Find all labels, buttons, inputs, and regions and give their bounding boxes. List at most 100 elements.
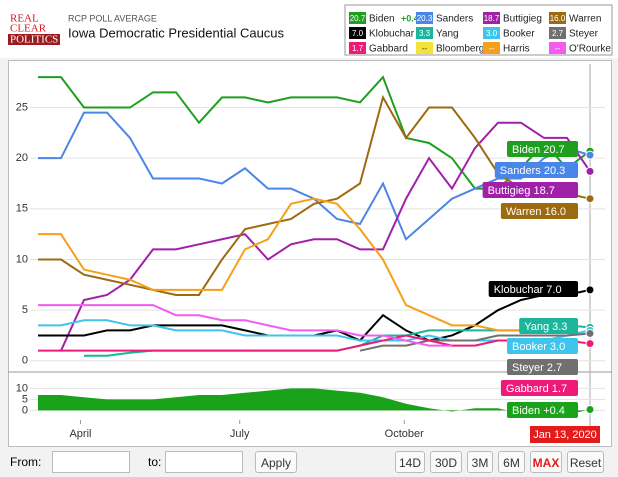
legend-label: Yang: [436, 29, 459, 40]
reset-button[interactable]: Reset: [567, 451, 604, 473]
legend-label: Steyer: [569, 29, 599, 40]
tag-value: 18.7: [533, 185, 554, 197]
tag-name: Warren: [506, 206, 542, 218]
y-tick-label: 20: [16, 152, 28, 164]
legend-value: 3.0: [486, 29, 498, 38]
legend-swatch: [349, 42, 366, 54]
tag-name: Sanders: [500, 165, 541, 177]
range-button[interactable]: 30D: [430, 451, 462, 473]
end-tag: [507, 359, 578, 375]
end-tag: [507, 141, 578, 157]
date-box: [530, 426, 600, 443]
legend-swatch: [483, 12, 500, 24]
end-tag: [488, 281, 578, 297]
series-line: [60, 121, 591, 352]
end-tag-text: Yang 3.3: [524, 321, 567, 333]
end-tag: [482, 182, 578, 198]
tag-name: Klobuchar: [494, 284, 544, 296]
legend-value: 1.7: [352, 44, 364, 53]
legend-swatch: [483, 27, 500, 39]
tag-value: +0.4: [543, 405, 565, 417]
end-dot: [585, 405, 595, 415]
tag-name: Biden: [512, 144, 540, 156]
tag-value: 7.0: [546, 284, 561, 296]
end-tag-text: Biden +0.4: [512, 405, 565, 417]
end-tag-text: Warren 16.0: [506, 206, 566, 218]
legend-value: 20.7: [350, 14, 366, 23]
legend-swatch: [483, 42, 500, 54]
tag-value: 2.7: [547, 362, 562, 374]
end-tag-text: Klobuchar 7.0: [494, 284, 562, 296]
legend-value: 2.7: [552, 29, 564, 38]
end-tag-text: Sanders 20.3: [500, 165, 565, 177]
legend-label: Harris: [503, 44, 530, 55]
legend-label: Booker: [503, 29, 535, 40]
end-tag: [500, 380, 578, 396]
tag-value: 3.3: [552, 321, 567, 333]
legend-swatch: [549, 42, 566, 54]
tag-value: 20.7: [543, 144, 564, 156]
legend-label: Sanders: [436, 14, 473, 25]
tag-name: Yang: [524, 321, 549, 333]
end-tag-text: Steyer 2.7: [512, 362, 562, 374]
tag-value: 16.0: [545, 206, 566, 218]
end-tag-text: Gabbard 1.7: [506, 383, 567, 395]
range-button[interactable]: 3M: [467, 451, 493, 473]
end-tag-text: Biden 20.7: [512, 144, 565, 156]
legend-label: Bloomberg: [436, 44, 484, 55]
tag-name: Steyer: [512, 362, 544, 374]
to-input[interactable]: [165, 451, 243, 473]
legend-swatch: [416, 42, 433, 54]
legend-swatch: [416, 12, 433, 24]
legend-value: 20.3: [417, 14, 433, 23]
legend: [344, 4, 613, 56]
end-dot: [585, 285, 595, 295]
end-dot: [585, 150, 595, 160]
legend-label: Biden: [369, 14, 395, 25]
y-tick-label: 0: [22, 404, 28, 416]
legend-value: 3.3: [419, 29, 431, 38]
tag-value: 3.0: [550, 341, 565, 353]
legend-swatch: [416, 27, 433, 39]
legend-value: 18.7: [484, 14, 500, 23]
series-line: [38, 334, 591, 352]
apply-button[interactable]: Apply: [255, 451, 297, 473]
x-tick-label: October: [385, 428, 424, 440]
tag-name: Buttigieg: [488, 185, 531, 197]
end-date: Jan 13, 2020: [533, 429, 597, 441]
legend-label: Buttigieg: [503, 14, 542, 25]
spread-area: [38, 388, 590, 415]
from-input[interactable]: [52, 451, 130, 473]
logo-band: [8, 34, 60, 45]
range-button[interactable]: MAX: [530, 451, 562, 473]
tag-name: Gabbard: [506, 383, 549, 395]
end-tag: [500, 203, 578, 219]
legend-label: O'Rourke: [569, 44, 611, 55]
legend-swatch: [349, 12, 366, 24]
range-button[interactable]: 6M: [498, 451, 525, 473]
series-line: [359, 332, 591, 352]
logo-line: POLITICS: [10, 34, 58, 46]
range-button[interactable]: 14D: [395, 451, 425, 473]
legend-swatch: [549, 27, 566, 39]
end-tag: [494, 162, 578, 178]
chart-title: Iowa Democratic Presidential Caucus: [68, 25, 285, 40]
end-tag-text: Booker 3.0: [512, 341, 565, 353]
y-tick-label: 25: [16, 101, 28, 113]
tag-value: 20.3: [544, 165, 565, 177]
end-tag: [507, 338, 578, 354]
legend-swatch: [549, 12, 566, 24]
kicker: RCP POLL AVERAGE: [68, 13, 157, 23]
legend-value: 7.0: [352, 29, 364, 38]
x-tick-label: April: [69, 428, 91, 440]
series-line: [38, 304, 452, 347]
tag-value: 1.7: [552, 383, 567, 395]
x-tick-label: July: [230, 428, 250, 440]
legend-value: --: [555, 44, 561, 53]
end-dot: [585, 328, 595, 338]
end-dot: [585, 194, 595, 204]
tag-name: Booker: [512, 341, 547, 353]
end-tag: [519, 318, 578, 334]
legend-value: 16.0: [550, 14, 566, 23]
